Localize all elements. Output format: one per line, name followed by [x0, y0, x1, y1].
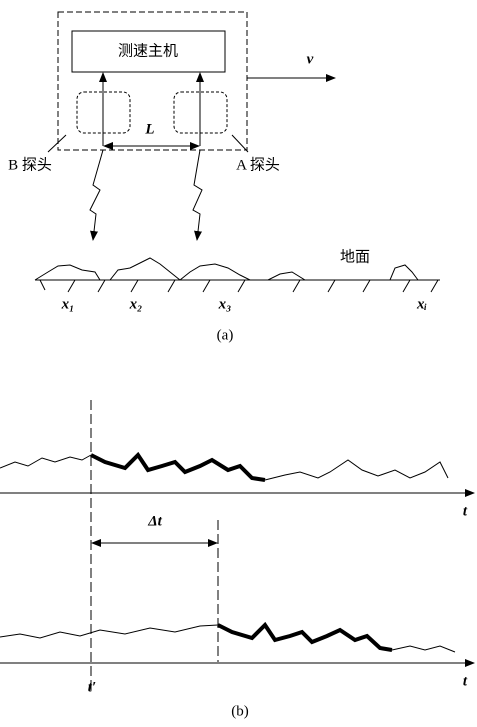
- position-label: x₂: [129, 296, 143, 312]
- caption: (b): [231, 703, 249, 719]
- ground-hatch: [40, 280, 438, 292]
- caption: (a): [217, 327, 234, 343]
- leader: [48, 135, 66, 152]
- signal-thin: [0, 625, 218, 638]
- start-label: t′: [88, 679, 96, 695]
- host-label: 测速主机: [118, 42, 178, 59]
- position-label: xᵢ: [416, 296, 427, 312]
- signal-beam: [90, 150, 103, 240]
- spacing-label: L: [144, 121, 154, 137]
- leader: [232, 135, 248, 152]
- signal-thin: [265, 460, 448, 480]
- probe-label: B 探头: [8, 156, 52, 173]
- panel-b-shapes: [0, 400, 474, 692]
- signal-thick: [91, 455, 265, 480]
- velocity-label: v: [307, 51, 314, 67]
- delay-label: Δt: [147, 513, 162, 529]
- axis-label: t: [463, 503, 468, 519]
- panel-a-shapes: [35, 12, 440, 292]
- probe-label: A 探头: [236, 156, 280, 173]
- position-label: x₃: [218, 296, 232, 312]
- signal-thin: [0, 455, 91, 468]
- position-label: x₁: [61, 296, 75, 312]
- diagram: 测速主机 v L B 探头 A 探头 地面 x₁ x₂ x₃ xᵢ (a) t …: [0, 0, 477, 722]
- signal-thin: [392, 646, 455, 652]
- signal-thick: [218, 625, 392, 650]
- axis-label: t: [463, 673, 468, 689]
- ground-label: 地面: [340, 248, 370, 265]
- signal-beam: [193, 150, 202, 240]
